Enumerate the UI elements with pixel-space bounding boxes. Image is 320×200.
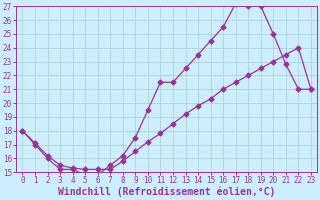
- X-axis label: Windchill (Refroidissement éolien,°C): Windchill (Refroidissement éolien,°C): [58, 187, 276, 197]
